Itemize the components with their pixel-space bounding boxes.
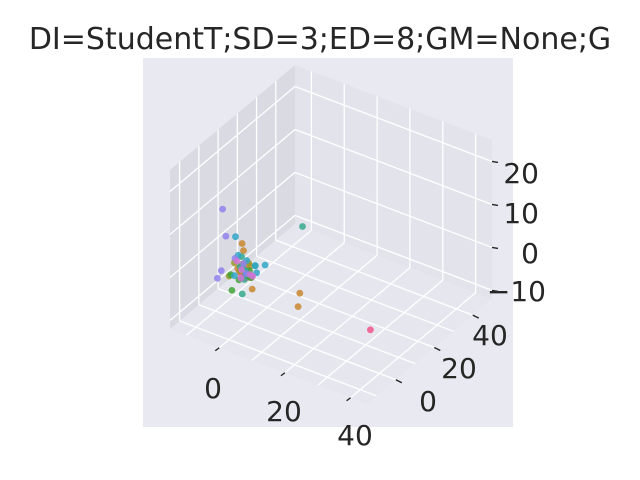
y-tick-label: 0 bbox=[419, 385, 437, 418]
data-point bbox=[299, 223, 306, 230]
x-gridline bbox=[251, 254, 378, 361]
z-tick-label: 20 bbox=[503, 157, 539, 190]
z-tick-label: −10 bbox=[487, 275, 546, 308]
x-tick-label: 40 bbox=[337, 419, 373, 452]
data-point bbox=[237, 274, 245, 282]
data-point bbox=[249, 272, 257, 280]
z-tick bbox=[491, 246, 499, 250]
data-point bbox=[233, 257, 241, 265]
z-tick bbox=[491, 289, 499, 293]
z-tick-label: 10 bbox=[503, 197, 539, 230]
x-tick bbox=[280, 372, 286, 377]
data-point bbox=[238, 266, 245, 273]
y-gridline bbox=[275, 239, 474, 316]
z-gridline bbox=[169, 128, 296, 235]
z-gridline bbox=[294, 214, 493, 292]
x-gridline bbox=[350, 292, 477, 399]
z-gridline bbox=[294, 171, 493, 249]
left-pane bbox=[170, 65, 295, 329]
y-tick-label: 40 bbox=[472, 319, 508, 352]
chart-title: DI=StudentT;SD=3;ED=8;GM=None;G bbox=[29, 22, 611, 57]
z-tick bbox=[491, 203, 499, 207]
data-point bbox=[240, 260, 247, 267]
y-tick bbox=[395, 379, 403, 384]
data-point bbox=[238, 290, 246, 298]
z-gridline bbox=[169, 85, 296, 192]
y-gridline bbox=[217, 288, 416, 365]
x-tick bbox=[214, 347, 220, 352]
data-point bbox=[228, 287, 236, 294]
z-tick bbox=[491, 160, 499, 164]
y-tick-label: 20 bbox=[441, 352, 477, 385]
x-gridline bbox=[218, 242, 345, 349]
x-tick bbox=[346, 397, 352, 402]
data-point bbox=[367, 326, 374, 334]
y-gridline bbox=[256, 255, 454, 332]
z-gridline bbox=[294, 85, 493, 163]
gridlines bbox=[169, 71, 493, 399]
y-gridline bbox=[198, 304, 397, 381]
data-point bbox=[294, 303, 302, 310]
z-tick-label: 0 bbox=[521, 237, 539, 270]
y-gridline bbox=[237, 271, 435, 349]
y-tick bbox=[472, 314, 480, 319]
z-gridline bbox=[169, 214, 296, 321]
data-point bbox=[222, 232, 230, 240]
x-tick-label: 20 bbox=[266, 395, 302, 428]
z-gridline bbox=[169, 171, 296, 278]
x-tick-label: 0 bbox=[204, 372, 222, 405]
data-point bbox=[214, 274, 221, 282]
data-point bbox=[231, 272, 238, 280]
data-point bbox=[232, 233, 239, 241]
data-point bbox=[248, 285, 256, 293]
tick-marks bbox=[214, 160, 499, 402]
x-gridline bbox=[284, 267, 411, 374]
y-gridline bbox=[179, 320, 377, 397]
y-tick bbox=[433, 346, 441, 352]
x-gridline bbox=[185, 229, 312, 336]
tick-labels: 0 20 40 0 20 40 −10 0 10 20 bbox=[204, 157, 546, 452]
data-point bbox=[251, 262, 259, 270]
z-gridline bbox=[294, 128, 493, 206]
data-points bbox=[214, 205, 374, 334]
data-point bbox=[296, 289, 304, 297]
data-point bbox=[217, 267, 225, 275]
x-gridline bbox=[317, 279, 444, 386]
data-point bbox=[240, 247, 247, 255]
data-point bbox=[219, 205, 227, 213]
data-point bbox=[261, 261, 269, 269]
data-point bbox=[238, 240, 246, 247]
